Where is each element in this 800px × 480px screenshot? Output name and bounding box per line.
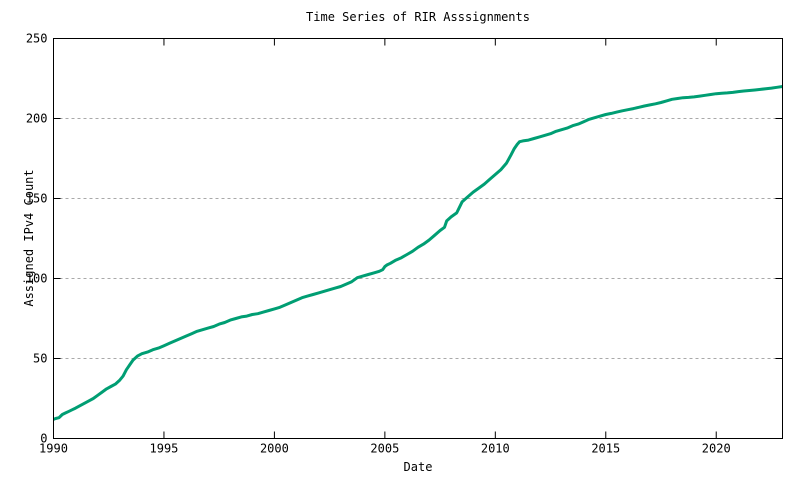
x-axis-label: Date: [404, 460, 433, 474]
x-tick-label: 2000: [260, 442, 289, 456]
y-axis-label: Assigned IPv4 Count: [22, 169, 36, 306]
y-tick-label: 250: [26, 32, 48, 46]
x-tick-label: 2005: [370, 442, 399, 456]
y-tick-label: 150: [26, 192, 48, 206]
y-tick-label: 0: [40, 432, 47, 446]
y-tick-label: 100: [26, 272, 48, 286]
y-tick-labels: 0 50 100 150 200 250: [26, 32, 48, 446]
x-tick-label: 1995: [150, 442, 179, 456]
gridlines: [53, 118, 783, 359]
x-tick-label: 2010: [481, 442, 510, 456]
x-tick-label: 2020: [702, 442, 731, 456]
y-tick-label: 50: [33, 352, 47, 366]
x-tick-label: 2015: [591, 442, 620, 456]
data-line: [52, 85, 783, 421]
chart-title: Time Series of RIR Asssignments: [306, 10, 530, 24]
x-tick-label: 1990: [39, 442, 68, 456]
data-series: [52, 85, 783, 421]
plot-border: [53, 38, 783, 439]
x-tick-labels: 1990 1995 2000 2005 2010 2015 2020: [39, 442, 731, 456]
y-tick-label: 200: [26, 112, 48, 126]
